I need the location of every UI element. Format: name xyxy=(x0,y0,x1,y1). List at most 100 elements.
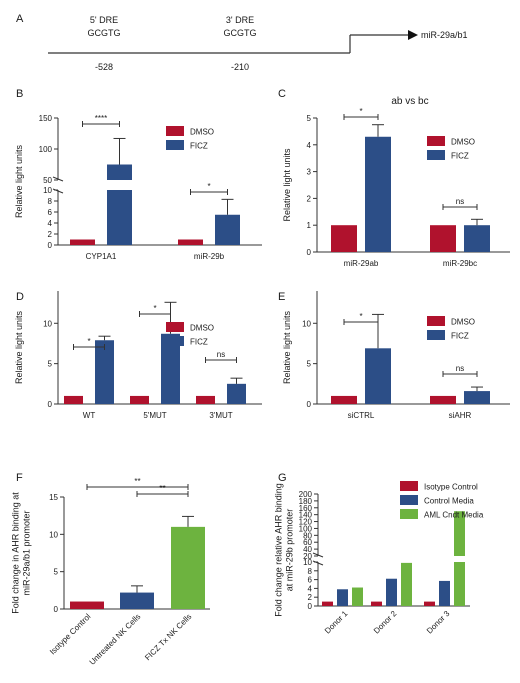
legend-swatch xyxy=(400,509,418,519)
y-tick-label: 5 xyxy=(307,360,312,369)
y-tick-label: 3 xyxy=(307,168,312,177)
dre-name: 5' DRE xyxy=(90,15,118,25)
y-tick-label: 10 xyxy=(303,558,312,567)
bar-blue xyxy=(337,589,348,606)
x-tick-label: WT xyxy=(83,411,96,420)
legend-label: FICZ xyxy=(190,142,208,151)
legend-label: FICZ xyxy=(451,152,469,161)
y-tick-label: 0 xyxy=(307,400,312,409)
legend-label: AML Cndt Media xyxy=(424,511,484,520)
y-axis-title: at miR-29b promoter xyxy=(285,509,295,592)
y-tick-label: 10 xyxy=(43,186,52,195)
x-tick-label: 5'MUT xyxy=(143,411,166,420)
bar-red xyxy=(322,601,333,606)
bar-ficz xyxy=(365,348,391,404)
bar-ficz xyxy=(464,391,490,404)
y-tick-label: 2 xyxy=(308,593,313,602)
legend-label: Isotype Control xyxy=(424,483,478,492)
bar-dmso xyxy=(430,395,456,404)
x-tick-label: Isotype Control xyxy=(48,612,93,657)
panel-label: C xyxy=(278,88,286,100)
y-axis-title: Relative light units xyxy=(14,310,24,384)
dre-position: -210 xyxy=(231,62,249,72)
bar-ficz xyxy=(95,340,114,404)
legend-label: DMSO xyxy=(451,318,475,327)
bar-blue xyxy=(386,578,397,606)
significance-label: * xyxy=(359,107,362,116)
panel-label: B xyxy=(16,88,23,100)
legend-swatch xyxy=(427,136,445,146)
x-tick-label: miR-29b xyxy=(194,252,225,261)
x-tick-label: miR-29bc xyxy=(443,259,477,268)
significance-label: * xyxy=(153,304,156,313)
y-tick-label: 0 xyxy=(308,602,313,611)
y-axis-title: miR-29a/b1 promoter xyxy=(22,510,32,595)
bar-red xyxy=(424,601,435,606)
y-tick-label: 200 xyxy=(299,490,313,499)
legend-swatch xyxy=(166,322,184,332)
dre-position: -528 xyxy=(95,62,113,72)
x-tick-label: Untreated NK Cells xyxy=(88,612,143,667)
y-tick-label: 10 xyxy=(302,319,311,328)
y-tick-label: 2 xyxy=(307,194,312,203)
y-axis-title: Relative light units xyxy=(282,310,292,384)
bar-ficz xyxy=(107,190,132,245)
legend-swatch xyxy=(166,126,184,136)
y-tick-label: 4 xyxy=(308,584,313,593)
bar-green xyxy=(171,526,205,609)
bar-ficz xyxy=(365,136,391,252)
y-tick-label: 180 xyxy=(299,497,313,506)
y-tick-label: 10 xyxy=(49,530,58,539)
tss-arrowhead xyxy=(408,30,418,40)
legend-label: DMSO xyxy=(451,138,475,147)
panel-label: F xyxy=(16,472,23,484)
significance-label: * xyxy=(359,312,362,321)
y-tick-label: 160 xyxy=(299,504,313,513)
legend-label: DMSO xyxy=(190,324,214,333)
bar-dmso xyxy=(64,395,83,404)
y-tick-label: 100 xyxy=(39,145,53,154)
y-tick-label: 120 xyxy=(299,518,313,527)
panel-label: A xyxy=(16,13,24,25)
y-tick-label: 0 xyxy=(54,605,59,614)
bar-ficz-upper xyxy=(107,164,132,180)
y-tick-label: 15 xyxy=(49,493,58,502)
bar-ficz xyxy=(464,225,490,252)
significance-label: ns xyxy=(217,350,225,359)
annotation-text: ab vs bc xyxy=(391,96,428,107)
dre-name: 3' DRE xyxy=(226,15,254,25)
bar-green xyxy=(352,587,363,606)
y-tick-label: 10 xyxy=(43,319,52,328)
y-tick-label: 0 xyxy=(307,248,312,257)
y-tick-label: 5 xyxy=(48,360,53,369)
legend-label: DMSO xyxy=(190,128,214,137)
y-tick-label: 50 xyxy=(43,176,52,185)
bar-dmso xyxy=(430,225,456,252)
legend-swatch xyxy=(166,336,184,346)
legend-label: Control Media xyxy=(424,497,474,506)
bar-blue xyxy=(439,580,450,606)
legend-swatch xyxy=(400,481,418,491)
y-tick-label: 100 xyxy=(299,524,313,533)
y-tick-label: 150 xyxy=(39,114,53,123)
y-tick-label: 80 xyxy=(303,531,312,540)
x-tick-label: FICZ Tx NK Cells xyxy=(143,612,193,662)
y-tick-label: 20 xyxy=(303,552,312,561)
bar-dmso xyxy=(130,395,149,404)
axis-break-mark xyxy=(52,176,64,182)
y-tick-label: 140 xyxy=(299,511,313,520)
y-tick-label: 2 xyxy=(48,230,53,239)
legend-label: FICZ xyxy=(451,332,469,341)
panel-label: E xyxy=(278,291,285,303)
y-tick-label: 1 xyxy=(307,221,312,230)
bar-dmso xyxy=(178,239,203,245)
bar-ficz xyxy=(161,333,180,404)
bar-green xyxy=(454,562,465,606)
bar-blue xyxy=(120,592,154,609)
y-tick-label: 5 xyxy=(307,114,312,123)
y-axis-title: Fold change relative AHR binding xyxy=(274,483,284,617)
bar-green-upper xyxy=(454,511,465,556)
bar-red xyxy=(70,601,104,609)
gene-label: miR-29a/b1 xyxy=(421,30,468,40)
